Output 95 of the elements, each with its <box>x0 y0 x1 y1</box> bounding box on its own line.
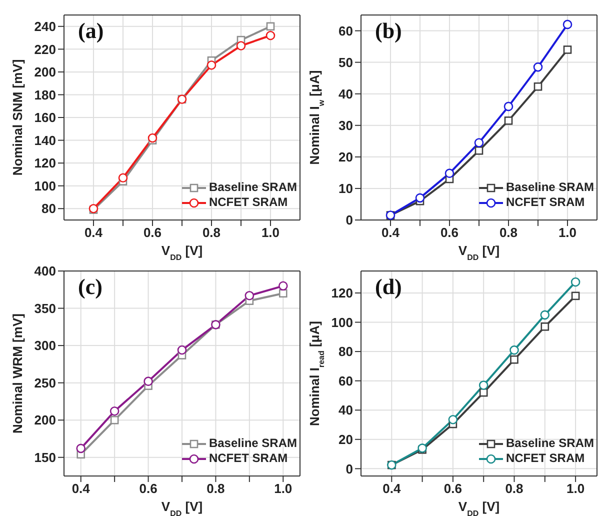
y-tick-label: 60 <box>338 373 353 388</box>
legend-label: Baseline SRAM <box>208 180 297 195</box>
y-tick-label: 60 <box>338 23 353 38</box>
x-tick-label: 0.4 <box>381 225 400 240</box>
chart-title: (d) <box>375 274 402 300</box>
x-tick-label: 0.6 <box>143 225 162 240</box>
y-tick-label: 80 <box>42 201 56 216</box>
x-tick-label: 0.8 <box>499 225 518 240</box>
point <box>533 62 543 72</box>
x-tick-label: 0.4 <box>72 481 91 496</box>
point <box>570 277 580 287</box>
x-axis-title: V$_{DD}$ [V] <box>458 499 500 516</box>
y-tick-label: 100 <box>331 314 353 330</box>
point <box>278 289 288 298</box>
y-tick-label: 40 <box>338 402 353 418</box>
y-tick-label: 0 <box>346 212 353 228</box>
legend-label: Baseline SRAM <box>506 436 594 451</box>
text: 1.0 <box>566 481 585 496</box>
point <box>510 345 519 355</box>
point <box>110 406 120 416</box>
y-tick-label: 350 <box>34 300 56 316</box>
x-tick-label: 0.8 <box>202 225 221 240</box>
legend-label: Baseline SRAM <box>506 180 594 195</box>
x-axis-title: V$_{DD}$ [V] <box>161 243 203 262</box>
point <box>448 414 458 424</box>
x-axis-title: V$_{DD}$ [V] <box>458 243 500 262</box>
legend-label: NCFET SRAM <box>506 195 585 210</box>
point <box>504 102 514 112</box>
point <box>118 173 128 183</box>
x-tick-label: 0.6 <box>444 481 462 496</box>
y-axis-title: Nominal WRM [mV] <box>10 314 25 434</box>
point <box>415 193 425 203</box>
y-tick-label: 30 <box>338 118 353 133</box>
x-tick-label: 0.8 <box>505 481 524 496</box>
point <box>504 116 513 125</box>
x-tick-label: 0.4 <box>382 481 402 496</box>
x-tick-label: 0.4 <box>84 225 104 240</box>
point <box>534 82 542 91</box>
point <box>474 138 484 148</box>
point <box>148 133 158 143</box>
point <box>562 20 572 30</box>
point <box>540 310 550 320</box>
point <box>206 60 216 70</box>
y-tick-label: 10 <box>338 181 353 196</box>
point <box>278 281 288 291</box>
y-tick-label: 400 <box>34 264 56 279</box>
point <box>571 292 580 300</box>
y-axis-title: Nominal SNM [mV] <box>10 59 25 176</box>
y-tick-label: 120 <box>331 286 353 301</box>
y-tick-label: 40 <box>338 86 353 102</box>
chart-title: (c) <box>78 274 102 300</box>
point <box>266 22 275 31</box>
y-tick-label: 160 <box>34 110 56 126</box>
y-tick-label: 100 <box>34 178 56 194</box>
y-tick-label: 200 <box>34 64 56 80</box>
y-tick-label: 120 <box>34 156 56 171</box>
point <box>144 376 153 386</box>
point <box>236 41 246 50</box>
point <box>478 380 488 390</box>
y-tick-label: 20 <box>338 150 353 165</box>
legend-label: NCFET SRAM <box>208 195 288 210</box>
point <box>76 444 86 454</box>
point <box>510 355 518 364</box>
x-tick-label: 0.6 <box>139 481 158 496</box>
point <box>177 345 187 355</box>
text: 1.0 <box>274 481 292 496</box>
legend-label: NCFET SRAM <box>208 451 288 466</box>
chart-title: (b) <box>375 18 402 44</box>
y-tick-label: 20 <box>338 432 353 448</box>
point <box>266 30 276 40</box>
point <box>244 290 254 300</box>
y-tick-label: 0 <box>346 461 353 476</box>
point <box>474 146 484 155</box>
point <box>540 322 550 331</box>
x-axis-title: V$_{DD}$ [V] <box>161 499 203 516</box>
text: 1.0 <box>261 225 280 240</box>
legend-label: NCFET SRAM <box>506 451 585 466</box>
text: 1.0 <box>558 225 577 240</box>
point <box>110 416 119 424</box>
y-tick-label: 220 <box>34 42 56 57</box>
y-tick-label: 200 <box>34 412 56 428</box>
y-tick-label: 240 <box>34 19 56 34</box>
y-tick-label: 140 <box>34 132 56 148</box>
y-tick-label: 180 <box>34 87 56 102</box>
point <box>563 46 572 54</box>
y-tick-label: 150 <box>34 450 56 465</box>
y-tick-label: 80 <box>338 344 353 360</box>
point <box>444 168 454 178</box>
y-tick-label: 50 <box>338 54 353 70</box>
x-tick-label: 0.8 <box>206 481 225 496</box>
y-tick-label: 250 <box>34 375 56 390</box>
chart-title: (a) <box>78 18 104 44</box>
y-tick-label: 300 <box>34 338 56 354</box>
x-tick-label: 0.6 <box>440 225 459 240</box>
legend-label: Baseline SRAM <box>208 436 297 451</box>
